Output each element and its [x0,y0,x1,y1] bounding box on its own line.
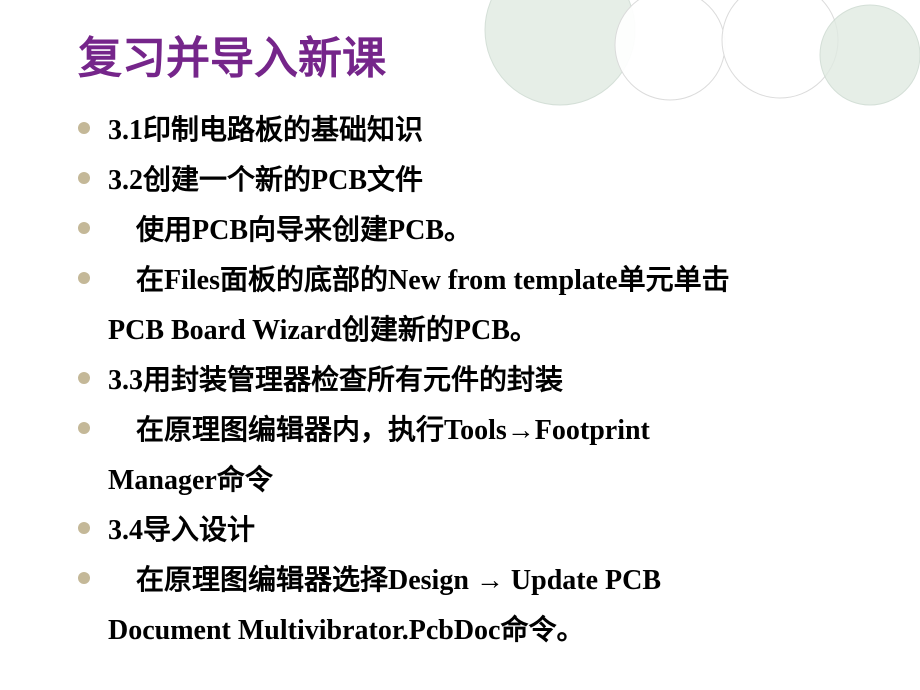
item-text: 在原理图编辑器内，执行Tools→Footprint [108,410,650,452]
item-text: 3.4导入设计 [108,510,255,552]
bg-circle-2 [615,0,725,100]
item-text: 3.3用封装管理器检查所有元件的封装 [108,360,563,402]
slide-title: 复习并导入新课 [78,22,386,86]
list-item: 在原理图编辑器选择Design → Update PCB [78,560,880,602]
list-item: 3.2创建一个新的PCB文件 [78,160,880,202]
item-continuation: Manager命令 [108,460,880,502]
list-item: 3.4导入设计 [78,510,880,552]
bg-circle-1 [485,0,635,105]
list-item: 在Files面板的底部的New from template单元单击 [78,260,880,302]
content-area: 3.1印制电路板的基础知识 3.2创建一个新的PCB文件 使用PCB向导来创建P… [78,110,880,660]
bg-circle-4 [820,5,920,105]
bullet-icon [78,422,90,434]
item-text: 使用PCB向导来创建PCB。 [108,210,472,252]
bullet-icon [78,522,90,534]
list-item: 3.3用封装管理器检查所有元件的封装 [78,360,880,402]
bullet-icon [78,572,90,584]
bullet-icon [78,272,90,284]
item-text: 在Files面板的底部的New from template单元单击 [108,260,730,302]
bullet-icon [78,122,90,134]
item-continuation: Document Multivibrator.PcbDoc命令。 [108,610,880,652]
bullet-icon [78,222,90,234]
list-item: 在原理图编辑器内，执行Tools→Footprint [78,410,880,452]
list-item: 使用PCB向导来创建PCB。 [78,210,880,252]
item-text: 3.2创建一个新的PCB文件 [108,160,423,202]
bullet-icon [78,372,90,384]
item-text: 3.1印制电路板的基础知识 [108,110,423,152]
item-text: 在原理图编辑器选择Design → Update PCB [108,560,661,602]
item-continuation: PCB Board Wizard创建新的PCB。 [108,310,880,352]
bullet-icon [78,172,90,184]
list-item: 3.1印制电路板的基础知识 [78,110,880,152]
